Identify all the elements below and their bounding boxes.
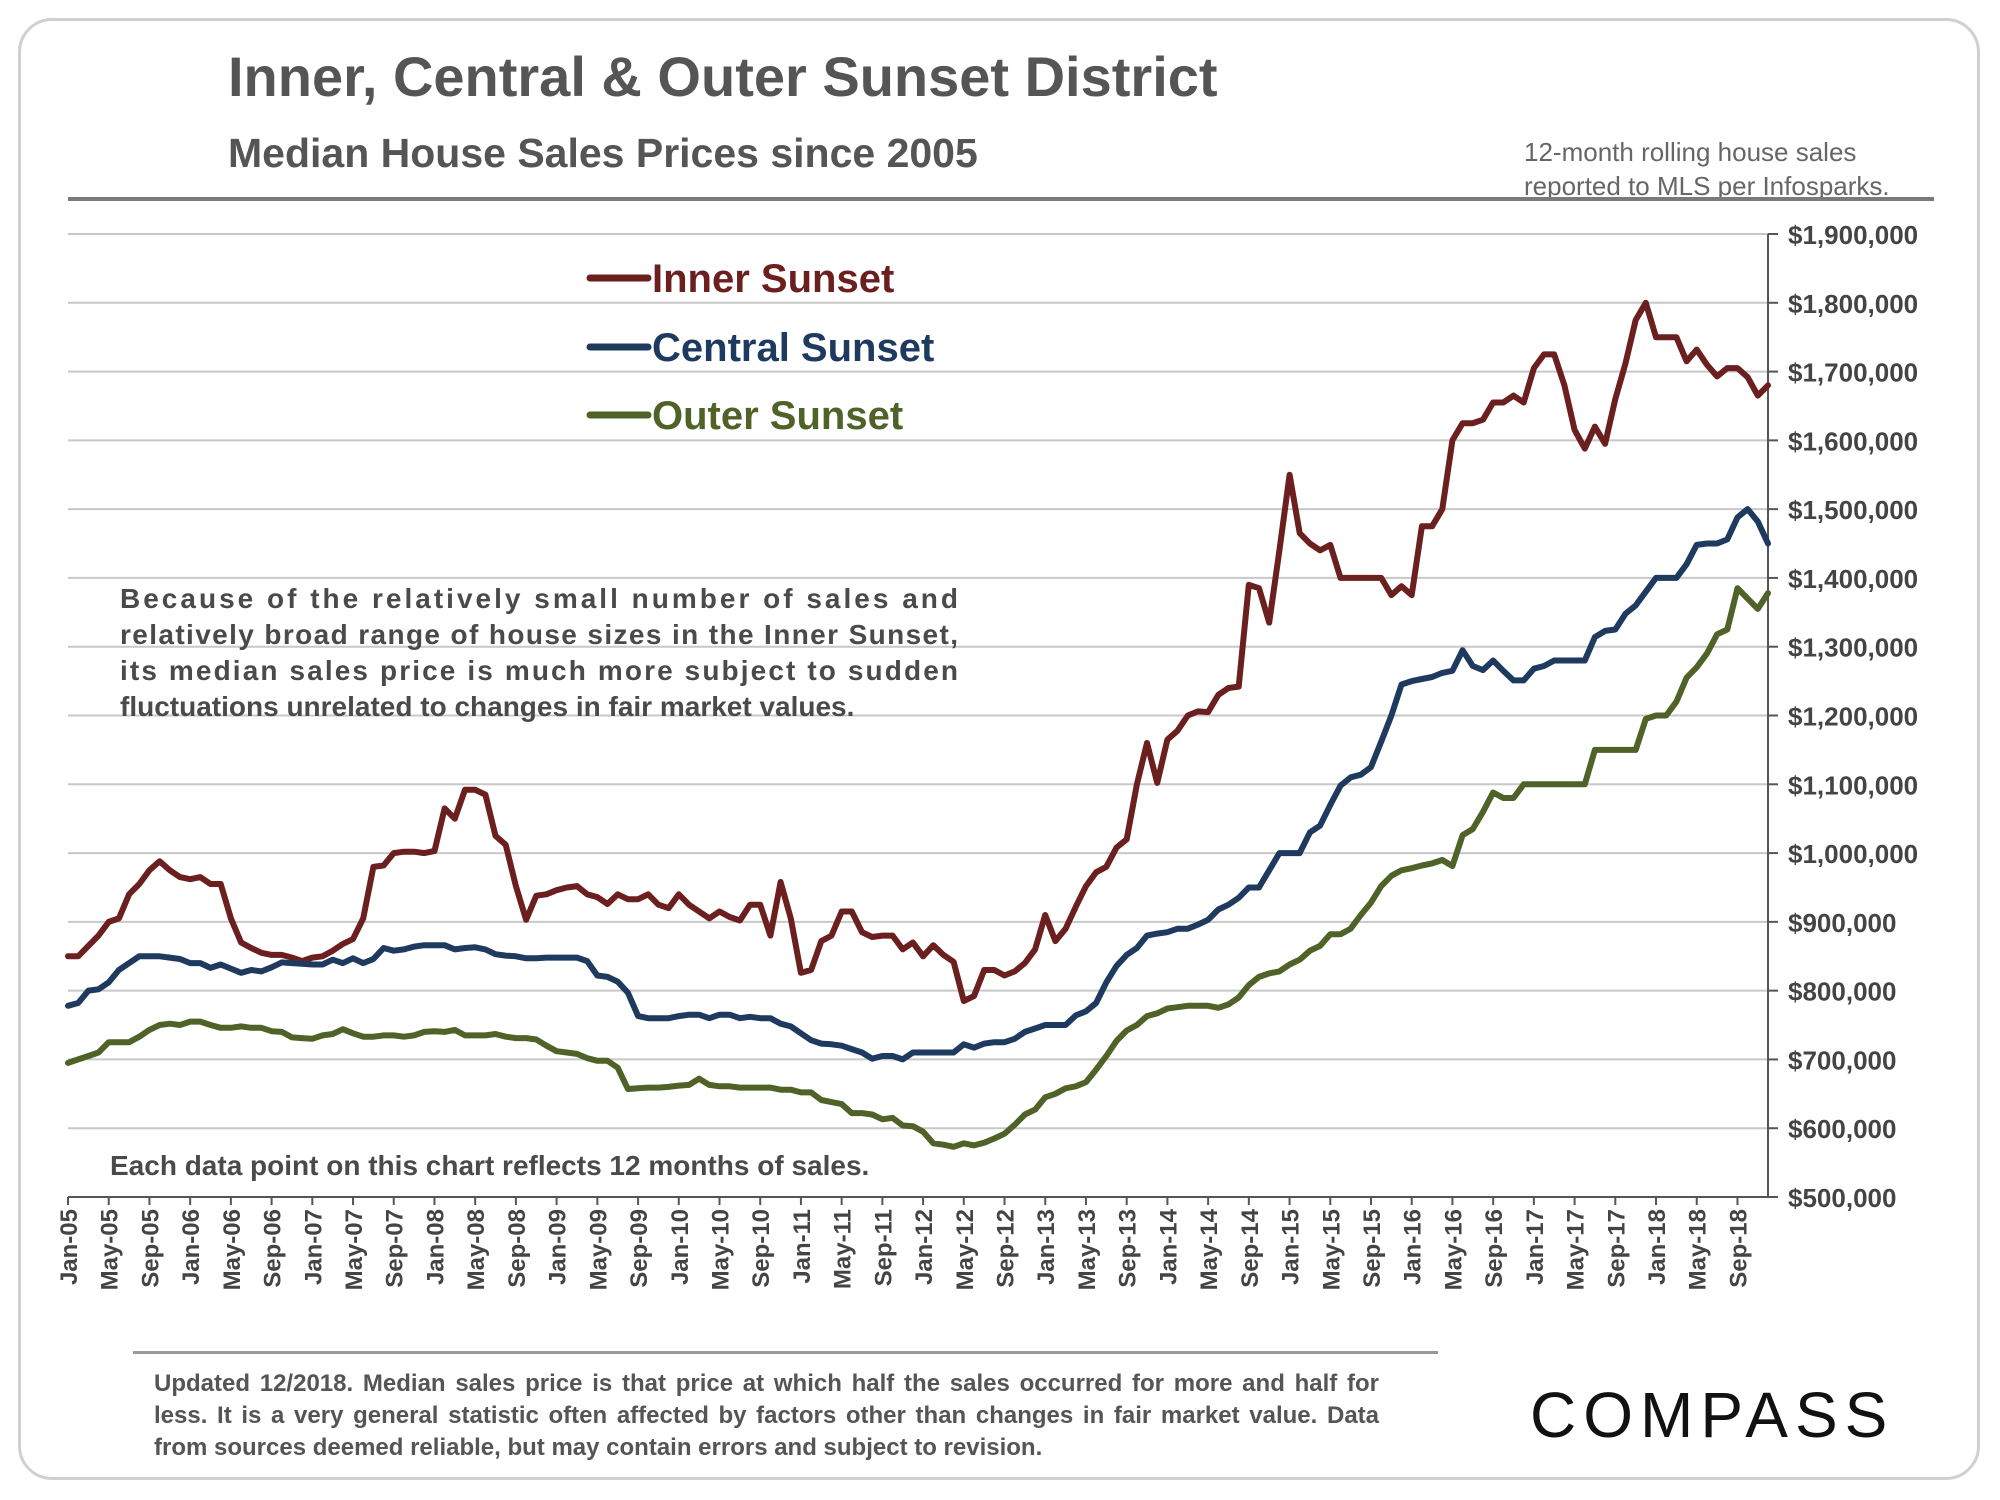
x-tick-label: Jan-12 bbox=[911, 1209, 938, 1285]
y-tick-label: $1,500,000 bbox=[1788, 495, 1918, 525]
chart-card bbox=[18, 18, 1980, 1480]
series-line-central-sunset bbox=[65, 506, 1771, 1063]
annotation-paragraph-line: its median sales price is much more subj… bbox=[120, 655, 958, 686]
x-tick-label: Sep-06 bbox=[260, 1209, 287, 1288]
x-tick-label: May-06 bbox=[219, 1209, 246, 1290]
y-tick-label: $900,000 bbox=[1788, 908, 1896, 938]
x-tick-label: Jan-13 bbox=[1033, 1209, 1060, 1285]
y-tick-label: $1,700,000 bbox=[1788, 358, 1918, 388]
x-tick-label: Jan-11 bbox=[789, 1209, 816, 1284]
x-tick-label: Jan-06 bbox=[178, 1209, 205, 1285]
footer-divider bbox=[133, 1351, 1438, 1354]
y-tick-label: $1,400,000 bbox=[1788, 564, 1918, 594]
annotation-data-point-note: Each data point on this chart reflects 1… bbox=[110, 1150, 869, 1181]
header-divider bbox=[68, 197, 1934, 201]
x-tick-label: Sep-13 bbox=[1115, 1209, 1142, 1288]
x-tick-label: May-14 bbox=[1196, 1208, 1223, 1290]
x-tick-label: May-18 bbox=[1685, 1209, 1712, 1290]
x-tick-label: Jan-16 bbox=[1400, 1209, 1427, 1285]
x-tick-label: Sep-07 bbox=[382, 1209, 409, 1288]
x-tick-label: May-11 bbox=[830, 1209, 857, 1289]
chart-subtitle: Median House Sales Prices since 2005 bbox=[228, 130, 978, 176]
x-tick-label: May-15 bbox=[1318, 1209, 1345, 1290]
x-tick-label: Jan-09 bbox=[545, 1209, 572, 1285]
x-tick-label: May-13 bbox=[1074, 1209, 1101, 1290]
y-tick-label: $800,000 bbox=[1788, 977, 1896, 1007]
y-tick-label: $1,800,000 bbox=[1788, 289, 1918, 319]
series-lines bbox=[65, 299, 1771, 1150]
x-tick-label: May-10 bbox=[707, 1209, 734, 1290]
chart-title: Inner, Central & Outer Sunset District bbox=[228, 45, 1218, 108]
y-tick-label: $1,600,000 bbox=[1788, 426, 1918, 456]
source-note: 12-month rolling house sales reported to… bbox=[1524, 137, 1890, 201]
x-tick-label: Sep-08 bbox=[504, 1209, 531, 1288]
x-tick-label: May-09 bbox=[585, 1209, 612, 1290]
x-tick-label: Sep-14 bbox=[1237, 1208, 1264, 1287]
legend-label-central-sunset: Central Sunset bbox=[652, 326, 934, 370]
x-tick-label: Jan-10 bbox=[667, 1209, 694, 1285]
annotation-paragraph-line: Because of the relatively small number o… bbox=[120, 583, 958, 614]
y-tick-label: $600,000 bbox=[1788, 1114, 1896, 1144]
legend-label-outer-sunset: Outer Sunset bbox=[652, 394, 903, 438]
annotation-paragraph-line: relatively broad range of house sizes in… bbox=[120, 619, 958, 650]
x-tick-label: Jan-07 bbox=[300, 1209, 327, 1285]
x-tick-label: Jan-15 bbox=[1278, 1209, 1305, 1285]
y-tick-label: $500,000 bbox=[1788, 1183, 1896, 1213]
x-tick-label: Jan-17 bbox=[1522, 1209, 1549, 1285]
x-tick-label: Sep-09 bbox=[626, 1209, 653, 1288]
x-tick-label: Sep-15 bbox=[1359, 1209, 1386, 1288]
x-tick-label: Jan-05 bbox=[56, 1209, 83, 1285]
footer-note: Updated 12/2018. Median sales price is t… bbox=[154, 1370, 1379, 1461]
y-tick-label: $1,100,000 bbox=[1788, 770, 1918, 800]
y-tick-label: $1,300,000 bbox=[1788, 633, 1918, 663]
x-tick-label: Sep-05 bbox=[137, 1209, 164, 1288]
y-tick-label: $1,900,000 bbox=[1788, 220, 1918, 250]
annotations: Because of the relatively small number o… bbox=[110, 583, 958, 1181]
x-tick-label: Sep-18 bbox=[1725, 1209, 1752, 1288]
x-tick-label: May-07 bbox=[341, 1209, 368, 1290]
x-tick-label: Jan-14 bbox=[1155, 1208, 1182, 1285]
x-tick-label: Sep-10 bbox=[748, 1209, 775, 1288]
x-tick-label: May-17 bbox=[1563, 1209, 1590, 1290]
x-tick-label: Sep-12 bbox=[993, 1209, 1020, 1288]
axes: $500,000 $600,000 $700,000 $800,000 $900,000… bbox=[56, 220, 1918, 1290]
annotation-paragraph-line: fluctuations unrelated to changes in fai… bbox=[120, 691, 854, 722]
x-tick-label: Jan-18 bbox=[1644, 1209, 1671, 1285]
x-tick-label: Sep-11 bbox=[870, 1209, 897, 1286]
compass-logo: COMPASS bbox=[1530, 1379, 1895, 1451]
series-line-outer-sunset bbox=[65, 585, 1771, 1150]
legend-label-inner-sunset: Inner Sunset bbox=[652, 257, 894, 301]
x-tick-label: May-12 bbox=[952, 1209, 979, 1290]
y-tick-label: $700,000 bbox=[1788, 1045, 1896, 1075]
y-tick-label: $1,000,000 bbox=[1788, 839, 1918, 869]
x-tick-label: May-16 bbox=[1440, 1209, 1467, 1290]
x-tick-label: Sep-16 bbox=[1481, 1209, 1508, 1288]
x-tick-label: May-05 bbox=[97, 1209, 124, 1290]
x-tick-label: Sep-17 bbox=[1603, 1209, 1630, 1288]
x-tick-label: Jan-08 bbox=[422, 1209, 449, 1285]
series-line-inner-sunset bbox=[65, 299, 1771, 1004]
y-tick-label: $1,200,000 bbox=[1788, 702, 1918, 732]
x-tick-label: May-08 bbox=[463, 1209, 490, 1290]
legend: Inner Sunset Central Sunset Outer Sunset bbox=[586, 257, 934, 438]
